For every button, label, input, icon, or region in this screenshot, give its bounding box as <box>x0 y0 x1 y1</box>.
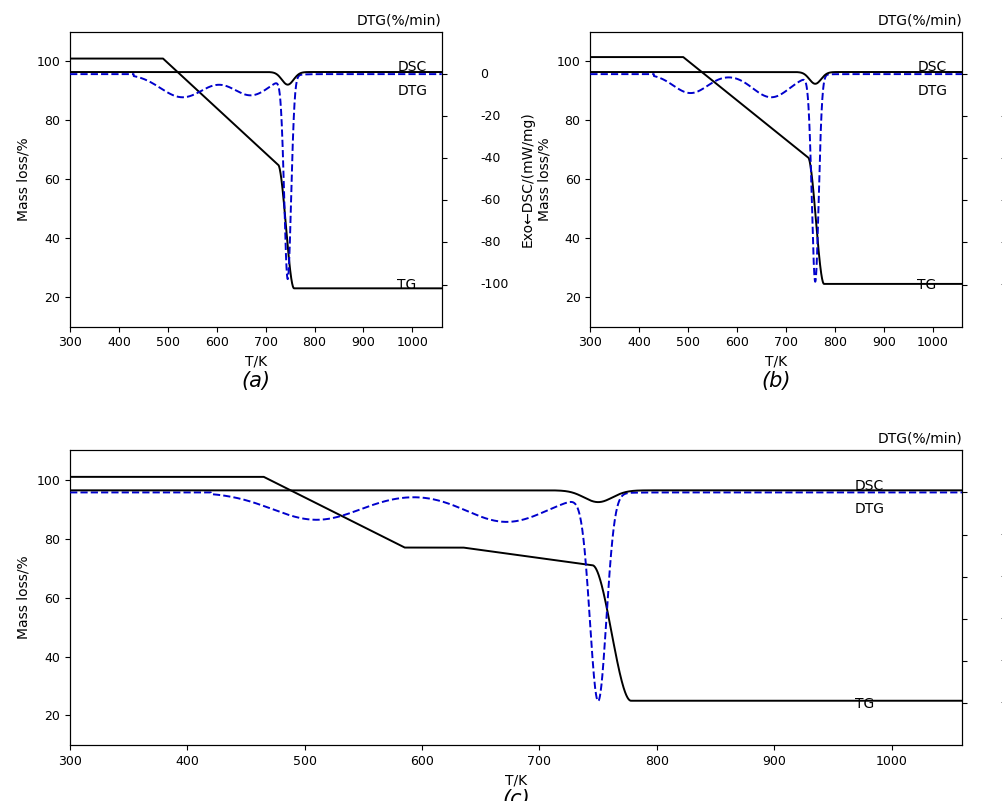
Text: 0: 0 <box>481 67 489 81</box>
Text: -100: -100 <box>1001 278 1002 291</box>
Text: -80: -80 <box>1001 236 1002 249</box>
X-axis label: T/K: T/K <box>505 773 527 787</box>
Text: TG: TG <box>855 697 874 710</box>
Y-axis label: Mass loss/%: Mass loss/% <box>17 556 31 639</box>
Text: DTG(%/min): DTG(%/min) <box>357 14 442 27</box>
Text: (a): (a) <box>241 371 271 391</box>
Text: -80: -80 <box>1001 654 1002 667</box>
X-axis label: T/K: T/K <box>766 355 788 369</box>
Text: -40: -40 <box>1001 570 1002 583</box>
Text: -40: -40 <box>481 152 501 165</box>
Text: (c): (c) <box>502 789 530 801</box>
Text: -60: -60 <box>481 194 501 207</box>
Text: -100: -100 <box>481 278 509 291</box>
Text: DSC: DSC <box>855 479 884 493</box>
Text: -40: -40 <box>1001 152 1002 165</box>
Text: TG: TG <box>397 279 417 292</box>
Text: (b): (b) <box>762 371 791 391</box>
Y-axis label: Mass loss/%: Mass loss/% <box>17 138 31 221</box>
Text: DTG: DTG <box>917 84 947 98</box>
Text: 0: 0 <box>1001 486 1002 499</box>
Text: -60: -60 <box>1001 612 1002 625</box>
Text: TG: TG <box>917 279 937 292</box>
Text: 0: 0 <box>1001 67 1002 81</box>
Text: DSC: DSC <box>397 60 427 74</box>
Text: -20: -20 <box>1001 528 1002 541</box>
Text: -60: -60 <box>1001 194 1002 207</box>
Text: -20: -20 <box>1001 110 1002 123</box>
Text: DTG(%/min): DTG(%/min) <box>877 432 962 446</box>
Text: DTG(%/min): DTG(%/min) <box>877 14 962 27</box>
Text: -80: -80 <box>481 236 501 249</box>
Text: -20: -20 <box>481 110 501 123</box>
Text: Exo←DSC/(mW/mg): Exo←DSC/(mW/mg) <box>521 111 535 248</box>
Text: DSC: DSC <box>917 60 947 74</box>
Y-axis label: Mass loss/%: Mass loss/% <box>537 138 551 221</box>
Text: -100: -100 <box>1001 696 1002 710</box>
Text: DTG: DTG <box>855 502 885 517</box>
X-axis label: T/K: T/K <box>244 355 267 369</box>
Text: DTG: DTG <box>397 84 427 98</box>
